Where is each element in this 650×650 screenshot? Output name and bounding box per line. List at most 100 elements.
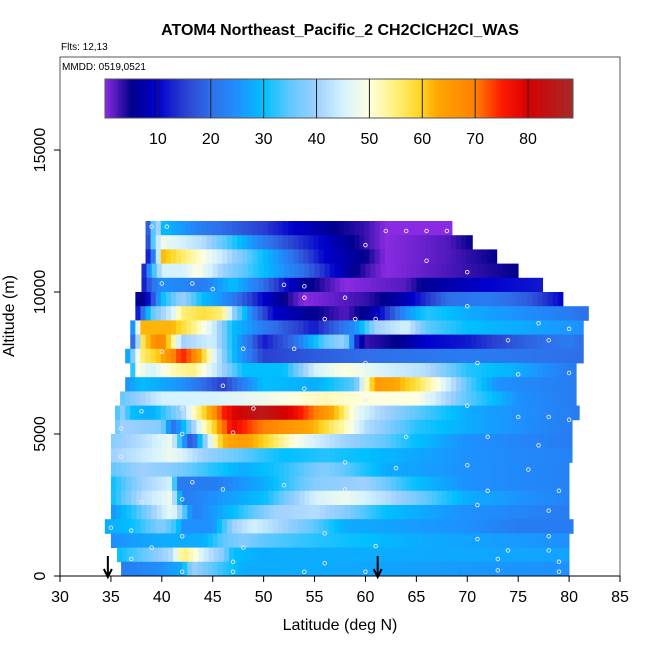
heatmap-cell (211, 292, 218, 307)
heatmap-cell (217, 561, 224, 577)
heatmap-cell (532, 519, 538, 534)
heatmap-cell (295, 547, 301, 563)
heatmap-cell (288, 221, 294, 236)
colorbar-swatch (274, 79, 278, 118)
colorbar-frame (104, 78, 574, 119)
heatmap-cell (156, 505, 163, 520)
colorbar-swatch (279, 79, 283, 118)
heatmap-cell (349, 235, 355, 250)
heatmap-cell (145, 348, 152, 364)
heatmap-cell (253, 533, 259, 549)
heatmap-cell (258, 533, 265, 549)
heatmap-cell (396, 434, 402, 449)
heatmap-cell (502, 263, 509, 279)
heatmap-cell (543, 434, 550, 449)
heatmap-cell (238, 462, 244, 478)
heatmap-cell (477, 448, 483, 463)
heatmap-cell (309, 434, 315, 449)
heatmap-cell (461, 377, 467, 392)
heatmap-cell (218, 547, 225, 563)
heatmap-cell (513, 476, 519, 492)
heatmap-cell (410, 391, 416, 407)
colorbar-swatch (186, 79, 190, 118)
heatmap-cell (206, 334, 213, 350)
heatmap-cell (257, 334, 264, 350)
heatmap-cell (396, 505, 402, 520)
heatmap-cell (512, 377, 518, 392)
heatmap-cell (394, 377, 401, 392)
heatmap-cell (548, 533, 555, 549)
x-axis-title: Latitude (deg N) (283, 617, 398, 634)
sample-point (383, 228, 389, 234)
heatmap-cell (508, 434, 514, 449)
heatmap-cell (221, 519, 228, 534)
heatmap-cell (252, 377, 258, 392)
heatmap-cell (238, 448, 244, 463)
heatmap-cell (110, 476, 117, 492)
heatmap-cell (573, 348, 579, 364)
heatmap-cell (213, 547, 220, 563)
heatmap-cell (328, 419, 335, 435)
heatmap-cell (136, 490, 142, 506)
heatmap-cell (552, 306, 559, 321)
heatmap-cell (532, 419, 538, 435)
heatmap-cell (384, 348, 391, 364)
colorbar-swatch (535, 79, 539, 118)
heatmap-cell (349, 419, 355, 435)
heatmap-cell (267, 320, 274, 336)
heatmap-cell (298, 363, 304, 378)
heatmap-cell (370, 448, 377, 463)
heatmap-cell (452, 533, 458, 549)
heatmap-cell (405, 306, 411, 321)
heatmap-cell (141, 490, 147, 506)
heatmap-cell (430, 221, 437, 236)
heatmap-cell (116, 476, 122, 492)
heatmap-cell (492, 448, 499, 463)
heatmap-cell (226, 348, 233, 364)
heatmap-cell (518, 277, 524, 293)
heatmap-cell (512, 519, 518, 534)
heatmap-cell (162, 547, 169, 563)
heatmap-cell (436, 462, 443, 478)
heatmap-cell (396, 561, 402, 577)
heatmap-cell (294, 448, 300, 463)
heatmap-cell (293, 419, 299, 435)
heatmap-cell (183, 547, 189, 563)
heatmap-cell (160, 292, 167, 307)
heatmap-cell (170, 348, 177, 364)
heatmap-cell (476, 419, 482, 435)
heatmap-cell (360, 490, 366, 506)
x-axis: 30 35 40 45 50 55 60 65 70 75 80 85 (51, 575, 629, 606)
sample-point (546, 338, 551, 343)
heatmap-cell (150, 363, 157, 378)
heatmap-cell (140, 348, 146, 364)
colorbar-swatch (105, 79, 108, 118)
sample-point (342, 460, 348, 465)
heatmap-cell (333, 221, 340, 236)
heatmap-cell (523, 434, 529, 449)
colorbar-swatch (456, 79, 460, 118)
heatmap-cell (120, 391, 126, 407)
heatmap-cell (369, 391, 376, 407)
heatmap-cell (476, 363, 482, 378)
heatmap-cell (304, 561, 310, 577)
heatmap-cell (472, 462, 478, 478)
heatmap-cell (237, 320, 243, 336)
heatmap-cell (318, 519, 325, 534)
heatmap-cell (543, 561, 550, 577)
heatmap-cell (436, 448, 443, 463)
heatmap-cell (146, 263, 153, 279)
heatmap-cell (267, 363, 274, 378)
heatmap-cell (394, 221, 401, 236)
heatmap-cell (508, 533, 514, 549)
heatmap-cell (318, 419, 325, 435)
sample-point (179, 431, 185, 437)
heatmap-cell (272, 334, 279, 350)
heatmap-cell (228, 448, 234, 463)
heatmap-cell (294, 476, 300, 492)
colorbar-swatch (475, 79, 479, 118)
heatmap-cell (440, 292, 447, 307)
heatmap-cell (222, 434, 229, 449)
heatmap-cell (482, 490, 489, 506)
colorbar-swatch (218, 79, 222, 118)
